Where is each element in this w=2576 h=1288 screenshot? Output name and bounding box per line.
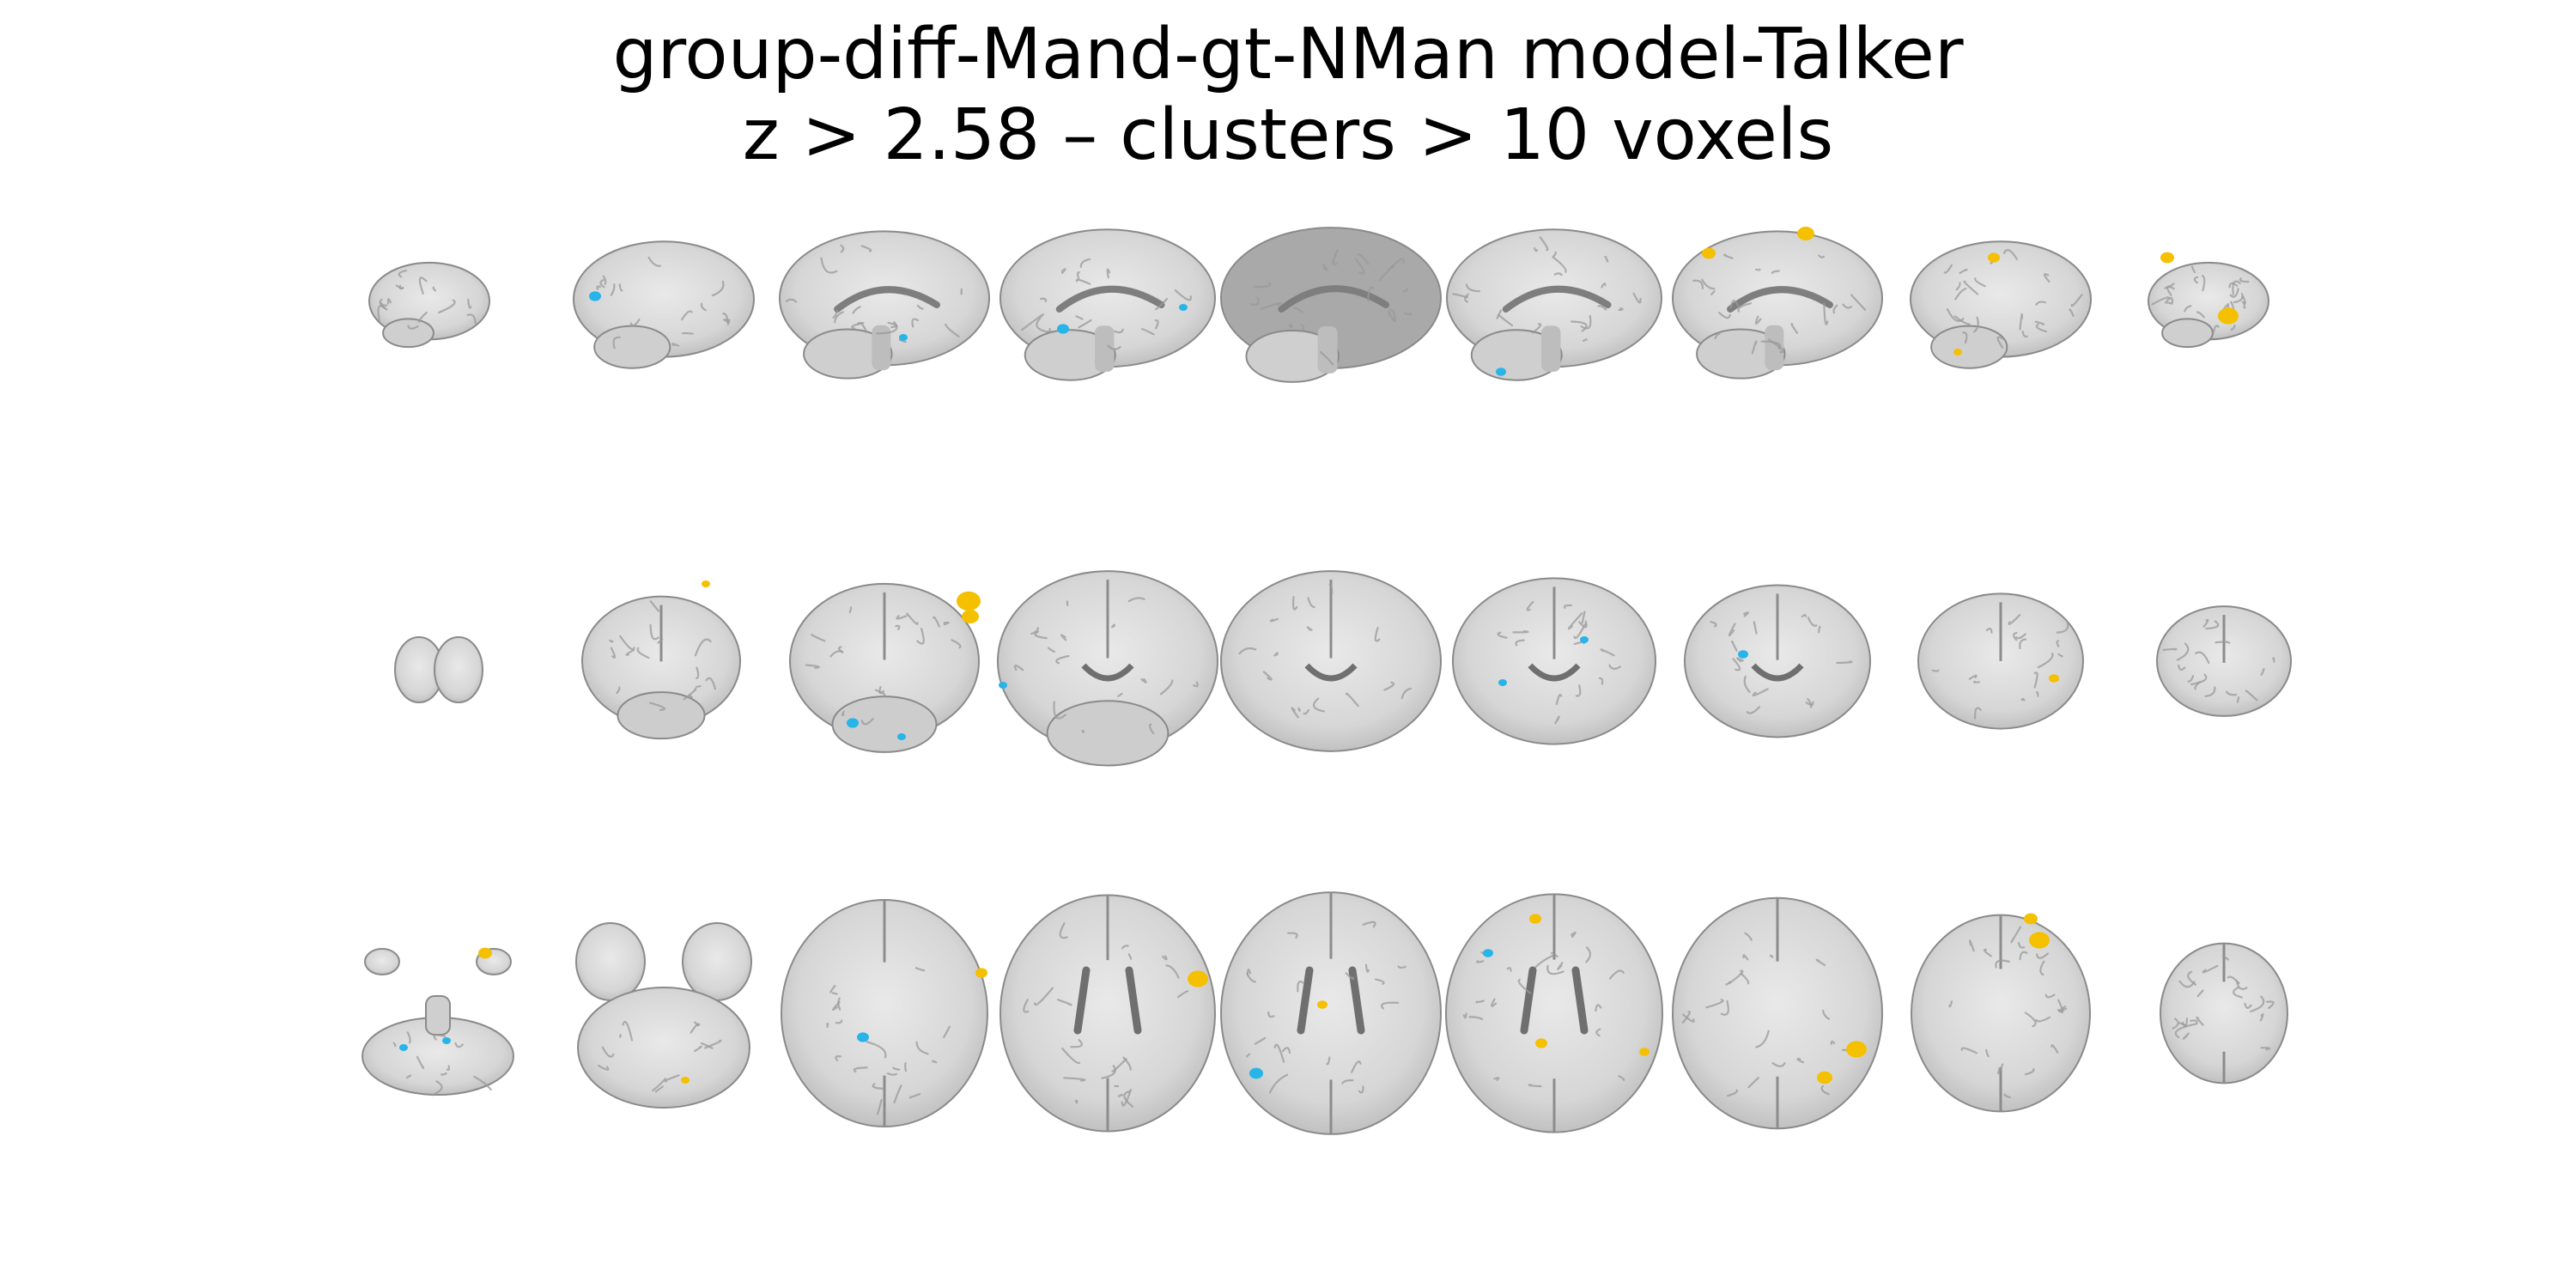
positive-cluster: [681, 1077, 690, 1084]
axial-slice: [361, 948, 514, 1097]
axial-slice: [575, 922, 752, 1109]
negative-cluster: [1496, 368, 1506, 376]
positive-cluster: [957, 591, 981, 611]
negative-cluster: [897, 733, 906, 740]
negative-cluster: [999, 682, 1007, 689]
negative-cluster: [1580, 636, 1589, 643]
negative-cluster: [589, 291, 601, 301]
coronal-slice: [581, 595, 741, 740]
sagittal-slice: [573, 240, 755, 369]
coronal-slice: [1220, 570, 1442, 752]
positive-cluster: [1639, 1048, 1649, 1056]
positive-cluster: [1953, 349, 1962, 355]
positive-cluster: [2024, 913, 2038, 925]
negative-cluster: [1738, 650, 1748, 659]
sagittal-slice: [1446, 228, 1662, 381]
sagittal-slice: [1672, 230, 1883, 380]
negative-cluster: [1498, 679, 1507, 686]
coronal-slice: [1684, 584, 1871, 738]
positive-cluster: [1529, 914, 1541, 924]
negative-cluster: [399, 1044, 408, 1051]
coronal-slice: [394, 636, 483, 703]
positive-cluster: [1817, 1071, 1832, 1084]
negative-cluster: [442, 1037, 451, 1044]
axial-slice: [1672, 896, 1883, 1130]
negative-cluster: [847, 718, 859, 728]
sagittal-slice: [368, 261, 490, 349]
axial-slice: [999, 894, 1216, 1133]
positive-cluster: [702, 580, 710, 587]
positive-cluster: [2029, 932, 2050, 949]
positive-cluster: [975, 968, 987, 978]
figure-title-line1: group-diff-Mand-gt-NMan model-Talker: [612, 14, 1964, 95]
sagittal-slice: [1220, 227, 1442, 383]
negative-cluster: [899, 334, 908, 341]
coronal-slice: [789, 582, 980, 753]
sagittal-slice: [779, 230, 990, 380]
positive-cluster: [1702, 247, 1716, 259]
sagittal-slice: [1910, 240, 2092, 369]
positive-cluster: [2160, 252, 2174, 264]
positive-cluster: [1797, 227, 1814, 240]
negative-cluster: [1483, 949, 1493, 957]
negative-cluster: [857, 1032, 869, 1042]
positive-cluster: [1988, 252, 2000, 263]
sagittal-slice: [2148, 261, 2269, 349]
coronal-slice: [1917, 592, 2084, 730]
coronal-slice: [2156, 605, 2292, 717]
positive-cluster: [2218, 307, 2239, 325]
figure-title-line2: z > 2.58 – clusters > 10 voxels: [742, 94, 1834, 176]
axial-slice: [2160, 942, 2288, 1084]
positive-cluster: [1535, 1038, 1547, 1048]
negative-cluster: [1179, 304, 1188, 311]
negative-cluster: [1057, 324, 1069, 334]
axial-slice: [1445, 893, 1663, 1133]
negative-cluster: [1249, 1067, 1263, 1079]
axial-slice: [1220, 891, 1442, 1135]
activation-overlay: [399, 227, 2239, 1084]
positive-cluster: [478, 947, 492, 959]
coronal-slice: [997, 570, 1218, 767]
positive-cluster: [1188, 970, 1208, 987]
positive-cluster: [2049, 674, 2059, 683]
axial-slice: [1911, 914, 2091, 1113]
coronal-slice: [1452, 577, 1656, 745]
positive-cluster: [962, 610, 979, 623]
positive-cluster: [1846, 1041, 1867, 1058]
axial-slice: [781, 899, 988, 1127]
positive-cluster: [1317, 1000, 1327, 1009]
sagittal-slice: [999, 228, 1216, 381]
